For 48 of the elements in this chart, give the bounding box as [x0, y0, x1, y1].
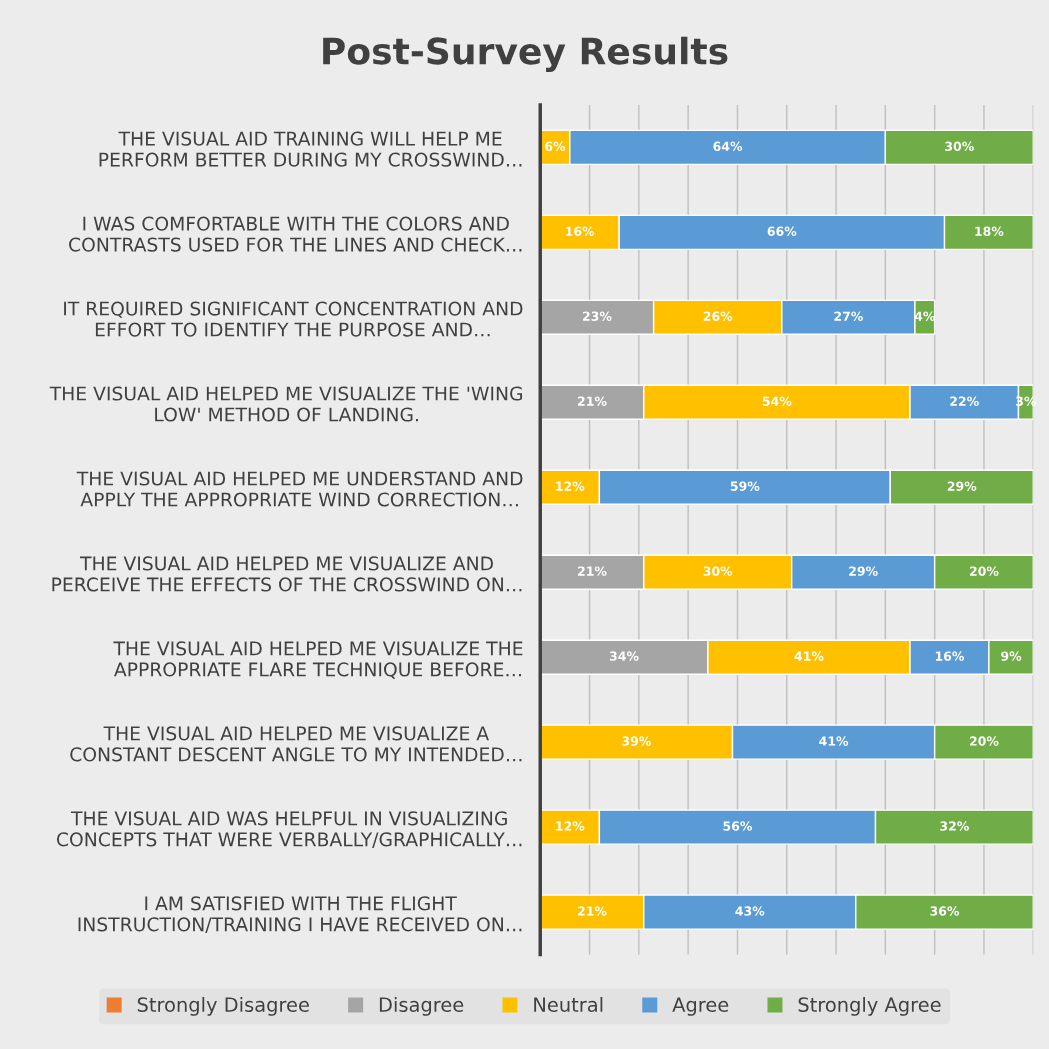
legend-label: Disagree: [379, 996, 464, 1016]
y-tick-label: IT REQUIRED SIGNIFICANT CONCENTRATION AND EFFORT TO IDENTIFY THE PURPOSE AND…: [64, 301, 523, 337]
y-tick-label: THE VISUAL AID HELPED ME VISUALIZE THE 'WING LOW' METHOD OF LANDING.: [49, 386, 523, 422]
data-label: 6%: [545, 141, 566, 152]
chart-title: Post-Survey Results: [323, 36, 728, 72]
data-label: 18%: [975, 226, 1004, 236]
legend-label: Strongly Agree: [798, 996, 941, 1016]
data-label: 16%: [566, 226, 595, 236]
data-label: 12%: [556, 481, 585, 491]
y-tick-label: THE VISUAL AID HELPED ME UNDERSTAND AND APPLY THE APPROPRIATE WIND CORRECTION…: [76, 471, 523, 507]
legend-label: Strongly Disagree: [137, 996, 309, 1016]
data-label: 9%: [1001, 651, 1022, 661]
y-tick-label: THE VISUAL AID HELPED ME VISUALIZE A CONSTANT DESCENT ANGLE TO MY INTENDED…: [70, 726, 522, 762]
data-label: 59%: [730, 481, 760, 491]
data-label: 26%: [703, 311, 733, 321]
data-label: 29%: [947, 481, 977, 491]
y-tick-label: THE VISUAL AID WAS HELPFUL IN VISUALIZING CONCEPTS THAT WERE VERBALLY/GRAPHICALLY…: [56, 811, 522, 848]
legend-label: Agree: [672, 997, 729, 1016]
data-label: 56%: [723, 821, 753, 831]
data-label: 12%: [556, 821, 585, 831]
data-label: 21%: [578, 396, 607, 406]
data-label: 41%: [794, 651, 824, 661]
data-label: 43%: [735, 906, 765, 916]
data-label: 29%: [849, 566, 878, 576]
data-label: 27%: [834, 311, 863, 321]
data-label: 22%: [950, 396, 979, 406]
data-label: 20%: [969, 566, 999, 576]
data-label: 54%: [762, 396, 792, 406]
data-label: 34%: [609, 651, 639, 661]
y-tick-label: THE VISUAL AID HELPED ME VISUALIZE AND PERCEIVE THE EFFECTS OF THE CROSSWIND ON…: [52, 556, 522, 592]
data-label: 30%: [703, 566, 733, 576]
y-tick-label: THE VISUAL AID TRAINING WILL HELP ME PERFORM BETTER DURING MY CROSSWIND…: [99, 131, 522, 167]
y-tick-label: I AM SATISFIED WITH THE FLIGHT INSTRUCTION/TRAINING I HAVE RECEIVED ON…: [78, 896, 522, 933]
data-label: 21%: [578, 566, 607, 576]
data-label: 32%: [940, 821, 969, 831]
data-label: 64%: [713, 141, 743, 152]
data-label: 16%: [935, 651, 965, 661]
data-label: 41%: [819, 736, 849, 746]
data-label: 21%: [578, 906, 607, 916]
data-label: 66%: [767, 226, 797, 236]
y-tick-label: THE VISUAL AID HELPED ME VISUALIZE THE APPROPRIATE FLARE TECHNIQUE BEFORE…: [113, 641, 523, 679]
data-label: 36%: [930, 906, 960, 916]
data-label: 20%: [969, 736, 999, 746]
legend-label: Neutral: [534, 996, 603, 1012]
y-tick-label: I WAS COMFORTABLE WITH THE COLORS AND CONTRASTS USED FOR THE LINES AND CHECK…: [69, 216, 522, 252]
data-label: 23%: [582, 311, 612, 321]
data-label: 30%: [945, 141, 974, 152]
data-label: 39%: [622, 736, 651, 746]
